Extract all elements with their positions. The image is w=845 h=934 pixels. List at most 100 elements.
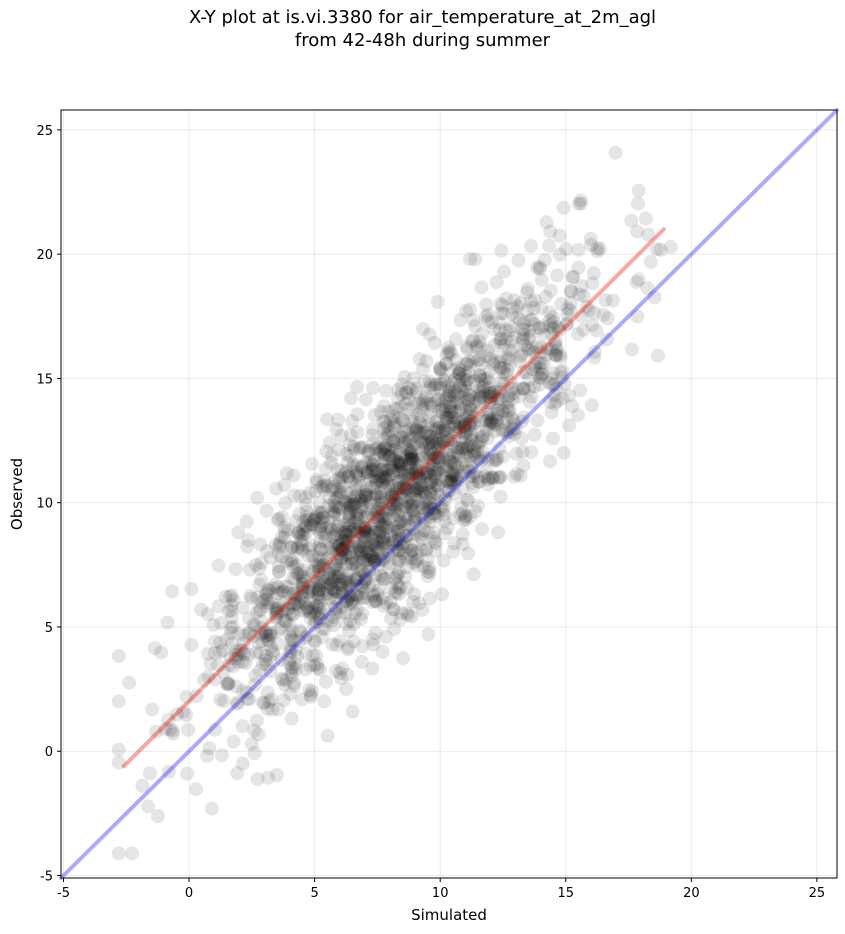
data-point bbox=[283, 596, 298, 611]
data-point bbox=[345, 414, 360, 429]
data-point bbox=[405, 453, 420, 468]
data-point bbox=[303, 611, 318, 626]
data-point bbox=[270, 623, 285, 638]
data-point bbox=[366, 525, 381, 540]
data-point bbox=[491, 525, 506, 540]
data-point bbox=[458, 512, 473, 527]
data-point bbox=[458, 412, 473, 427]
data-point bbox=[226, 734, 241, 749]
data-point bbox=[419, 353, 434, 368]
data-point bbox=[451, 459, 466, 474]
data-point bbox=[374, 568, 389, 583]
data-point bbox=[475, 326, 490, 341]
data-point bbox=[504, 320, 519, 335]
data-point bbox=[170, 707, 185, 722]
data-point bbox=[371, 440, 386, 455]
data-point bbox=[346, 522, 361, 537]
data-point bbox=[472, 391, 487, 406]
data-point bbox=[576, 322, 591, 337]
data-point bbox=[440, 415, 455, 430]
data-point bbox=[522, 313, 537, 328]
data-point bbox=[381, 536, 396, 551]
data-point bbox=[269, 767, 284, 782]
data-point bbox=[377, 534, 392, 549]
data-point bbox=[390, 401, 405, 416]
data-point bbox=[324, 581, 339, 596]
data-point bbox=[160, 615, 175, 630]
data-point bbox=[293, 488, 308, 503]
data-point bbox=[298, 490, 313, 505]
data-point bbox=[379, 472, 394, 487]
data-point bbox=[472, 368, 487, 383]
data-point bbox=[447, 457, 462, 472]
data-point bbox=[441, 483, 456, 498]
data-point bbox=[391, 454, 406, 469]
data-point bbox=[346, 460, 361, 475]
data-point bbox=[473, 340, 488, 355]
data-point bbox=[385, 463, 400, 478]
data-point bbox=[436, 500, 451, 515]
data-point bbox=[426, 506, 441, 521]
data-point bbox=[384, 581, 399, 596]
data-point bbox=[295, 584, 310, 599]
data-point bbox=[445, 465, 460, 480]
data-point bbox=[422, 413, 437, 428]
data-point bbox=[408, 489, 423, 504]
data-point bbox=[262, 627, 277, 642]
data-point bbox=[431, 421, 446, 436]
data-point bbox=[335, 661, 350, 676]
data-point bbox=[464, 427, 479, 442]
data-point bbox=[420, 564, 435, 579]
data-point bbox=[354, 501, 369, 516]
data-point bbox=[355, 552, 370, 567]
data-point bbox=[534, 272, 549, 287]
data-point bbox=[392, 565, 407, 580]
data-point bbox=[340, 498, 355, 513]
data-point bbox=[429, 477, 444, 492]
data-point bbox=[458, 368, 473, 383]
data-point bbox=[464, 402, 479, 417]
data-point bbox=[458, 431, 473, 446]
data-point bbox=[415, 425, 430, 440]
data-point bbox=[390, 540, 405, 555]
data-point bbox=[498, 323, 513, 338]
data-point bbox=[392, 457, 407, 472]
data-point bbox=[249, 645, 264, 660]
data-point bbox=[179, 708, 194, 723]
data-point bbox=[349, 458, 364, 473]
data-point bbox=[242, 625, 257, 640]
data-point bbox=[355, 564, 370, 579]
data-point bbox=[513, 296, 528, 311]
plot-frame bbox=[60, 109, 838, 879]
data-point bbox=[406, 371, 421, 386]
data-point bbox=[421, 502, 436, 517]
data-point bbox=[489, 275, 504, 290]
data-point bbox=[329, 527, 344, 542]
data-point bbox=[349, 505, 364, 520]
data-point bbox=[391, 508, 406, 523]
data-point bbox=[305, 457, 320, 472]
data-point bbox=[392, 586, 407, 601]
data-point bbox=[391, 515, 406, 530]
data-point bbox=[550, 268, 565, 283]
data-point bbox=[299, 513, 314, 528]
data-point bbox=[288, 514, 303, 529]
data-point bbox=[280, 522, 295, 537]
data-point bbox=[452, 366, 467, 381]
data-point bbox=[496, 306, 511, 321]
data-point bbox=[343, 504, 358, 519]
data-point bbox=[281, 601, 296, 616]
data-point bbox=[361, 564, 376, 579]
data-point bbox=[487, 322, 502, 337]
data-point bbox=[496, 422, 511, 437]
y-tick-label: -5 bbox=[40, 870, 53, 885]
data-point bbox=[487, 417, 502, 432]
data-point bbox=[359, 489, 374, 504]
data-point bbox=[214, 748, 229, 763]
data-point bbox=[385, 439, 400, 454]
data-point bbox=[436, 438, 451, 453]
data-point bbox=[383, 497, 398, 512]
data-point bbox=[494, 243, 509, 258]
data-point bbox=[377, 518, 392, 533]
data-point bbox=[338, 548, 353, 563]
